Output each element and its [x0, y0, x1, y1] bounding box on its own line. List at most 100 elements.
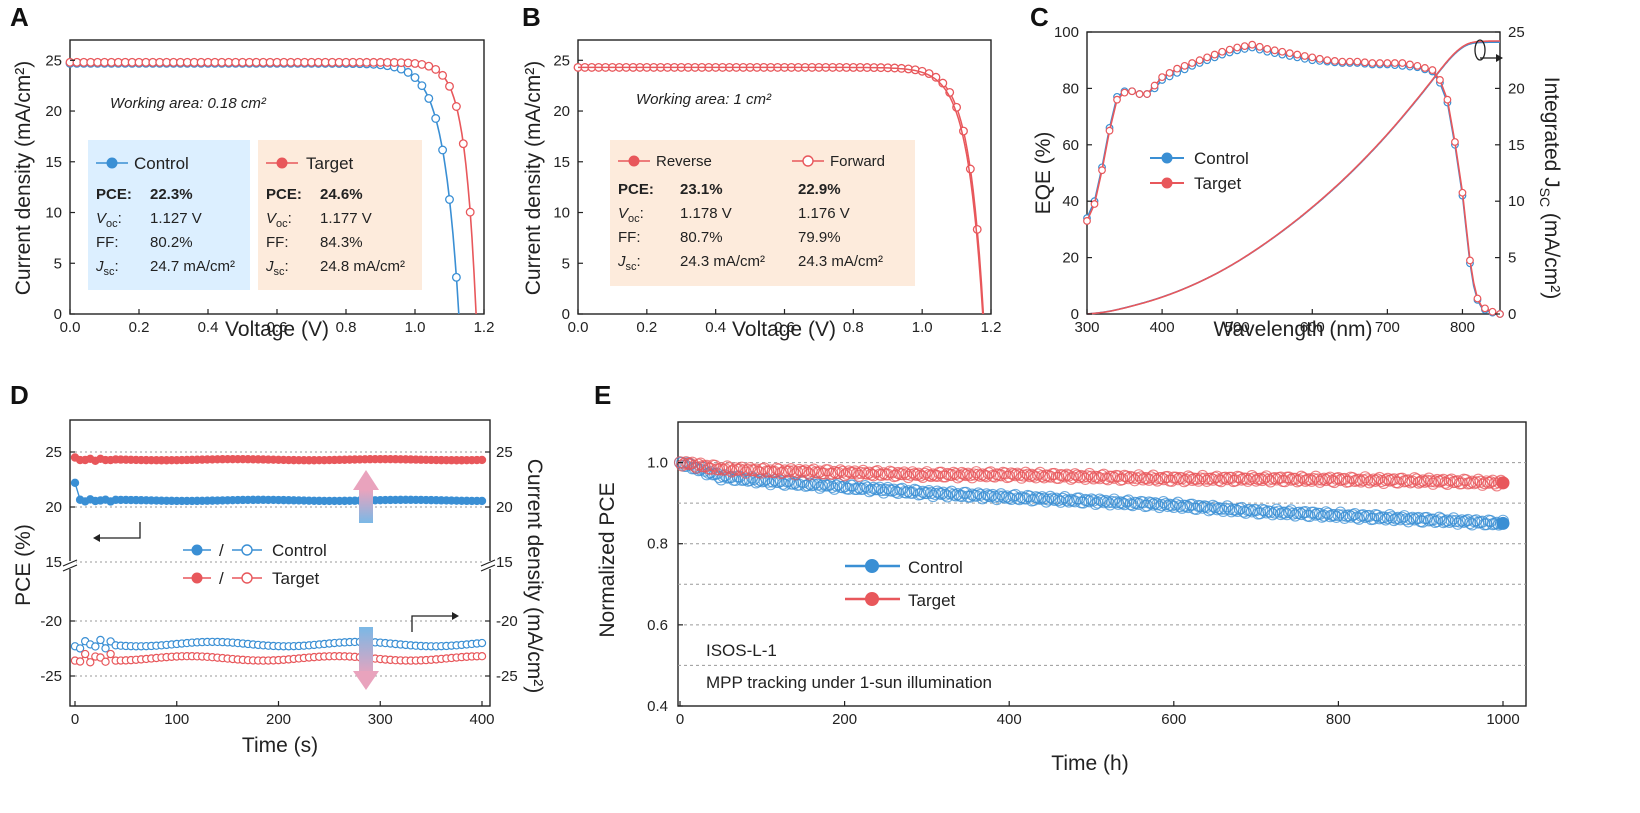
pce-reverse: 23.1% [680, 181, 723, 198]
eqe-point-target [1315, 54, 1324, 63]
panel-c-x-ticks: 300 400 500 600 700 800 [1074, 309, 1475, 336]
x-tick-label: 1.2 [981, 319, 1002, 336]
right-axis-arrow [411, 612, 459, 632]
eqe-point-target [1263, 45, 1272, 53]
x-tick-label: 0.2 [636, 319, 657, 336]
eqe-point-target [1473, 294, 1482, 303]
stability-point-control [996, 490, 1010, 503]
panel-b-working-area: Working area: 1 cm² [636, 91, 772, 108]
stability-point-control [994, 488, 1008, 501]
tracking-point [477, 638, 487, 648]
panel-d-grid [70, 451, 490, 677]
stability-point-control [752, 475, 765, 488]
stability-point-control [914, 487, 927, 500]
stability-point-control [1106, 495, 1119, 508]
jv-point-control [417, 81, 427, 91]
jv-point-target [465, 207, 475, 217]
y-tick-label: 0.4 [647, 698, 668, 715]
stability-point-target [1307, 472, 1320, 486]
eqe-point-target [1323, 56, 1332, 65]
stability-point-control [1206, 499, 1219, 512]
y-tick-label: 10 [45, 205, 62, 222]
panel-e-marks [673, 456, 1510, 531]
panel-c: C 300 400 500 600 700 800 0 20 40 60 80 100 0 5 10 15… [1030, 2, 1563, 341]
y-tick-label: 0 [1508, 306, 1516, 323]
ff-value: 84.3% [320, 234, 363, 251]
panel-b-y-label: Current density (mA/cm²) [522, 61, 545, 296]
jv-point-target [431, 64, 441, 74]
eqe-point-target [1421, 64, 1429, 72]
jv-point-control [403, 67, 413, 77]
tracking-point [101, 657, 110, 666]
stability-point-control [1268, 506, 1281, 519]
voc-value: 1.177 V [320, 210, 372, 227]
legend-marker [191, 544, 203, 556]
stability-point-target [900, 468, 913, 481]
y2-tick-label: 20 [496, 499, 513, 516]
panel-e-label: E [594, 380, 611, 410]
pce-value: 22.3% [150, 186, 193, 203]
stability-point-control [1219, 502, 1232, 515]
panel-e-y-ticks: 0.4 0.6 0.8 1.0 [647, 455, 683, 715]
voc-reverse: 1.178 V [680, 205, 732, 222]
stability-point-target [850, 467, 863, 480]
y-tick-label: 60 [1062, 137, 1079, 154]
stability-point-target [964, 469, 977, 482]
ff-forward: 79.9% [798, 229, 841, 246]
x-tick-label: 0.6 [774, 319, 795, 336]
stability-point-target [1247, 472, 1261, 485]
eqe-curve-control [1086, 46, 1501, 315]
panel-a-marks [65, 57, 477, 315]
panel-b-legend-box [610, 140, 915, 286]
legend-marker [1161, 152, 1173, 164]
jsc-forward: 24.3 mA/cm² [798, 253, 883, 270]
stability-point-target [1186, 473, 1199, 486]
stability-point-control [1394, 513, 1407, 526]
eqe-point-target [1255, 42, 1264, 51]
stability-point-target [904, 468, 917, 481]
eqe-point-target [1338, 57, 1347, 66]
stability-point-control [1231, 504, 1244, 518]
jsc-label: Jsc: [265, 258, 289, 278]
eqe-point-target [1128, 87, 1136, 96]
x-tick-label: 300 [368, 711, 393, 728]
jv-point-target [458, 139, 468, 149]
stability-point-control [1159, 498, 1172, 511]
ff-value: 80.2% [150, 234, 193, 251]
stability-point-target [1464, 476, 1477, 489]
legend-name-reverse: Reverse [656, 153, 712, 170]
eqe-point-target [1436, 76, 1444, 84]
tracking-point [96, 635, 105, 645]
panel-d-x-label: Time (s) [242, 734, 318, 757]
stability-point-control [1330, 510, 1343, 523]
panel-a-x-label: Voltage (V) [225, 318, 329, 341]
y-tick-label: 10 [553, 205, 570, 222]
x-tick-label: 400 [1150, 319, 1175, 336]
x-tick-label: 0.2 [129, 319, 150, 336]
y-tick-label: 20 [1508, 80, 1525, 97]
integrated-jsc-target [1086, 40, 1500, 315]
eqe-point-target [1143, 90, 1151, 98]
condition-annotation: MPP tracking under 1-sun illumination [706, 673, 992, 692]
y-tick-label: 5 [1508, 250, 1516, 267]
stability-point-control [881, 481, 894, 495]
y-tick-label: 15 [1508, 137, 1525, 154]
tracking-point [70, 478, 80, 487]
jv-point-control [424, 93, 434, 103]
stability-point-target [1198, 472, 1211, 485]
y-tick-label: 25 [45, 52, 62, 69]
stability-point-control [1046, 492, 1059, 505]
tracking-point [477, 455, 487, 465]
stability-point-control [896, 482, 909, 495]
y-tick-label: 5 [54, 255, 62, 272]
eqe-point-target [1466, 256, 1474, 265]
stability-point-control [713, 471, 726, 484]
x-tick-label: 800 [1450, 319, 1475, 336]
panel-c-y2-ticks: 0 5 10 15 20 25 [1495, 24, 1525, 323]
x-tick-label: 400 [997, 711, 1022, 728]
stability-point-control [871, 483, 884, 496]
eqe-point-target [1165, 68, 1174, 77]
x-tick-label: 600 [1300, 319, 1325, 336]
stability-point-target [951, 471, 964, 484]
eqe-point-target [1233, 43, 1242, 52]
